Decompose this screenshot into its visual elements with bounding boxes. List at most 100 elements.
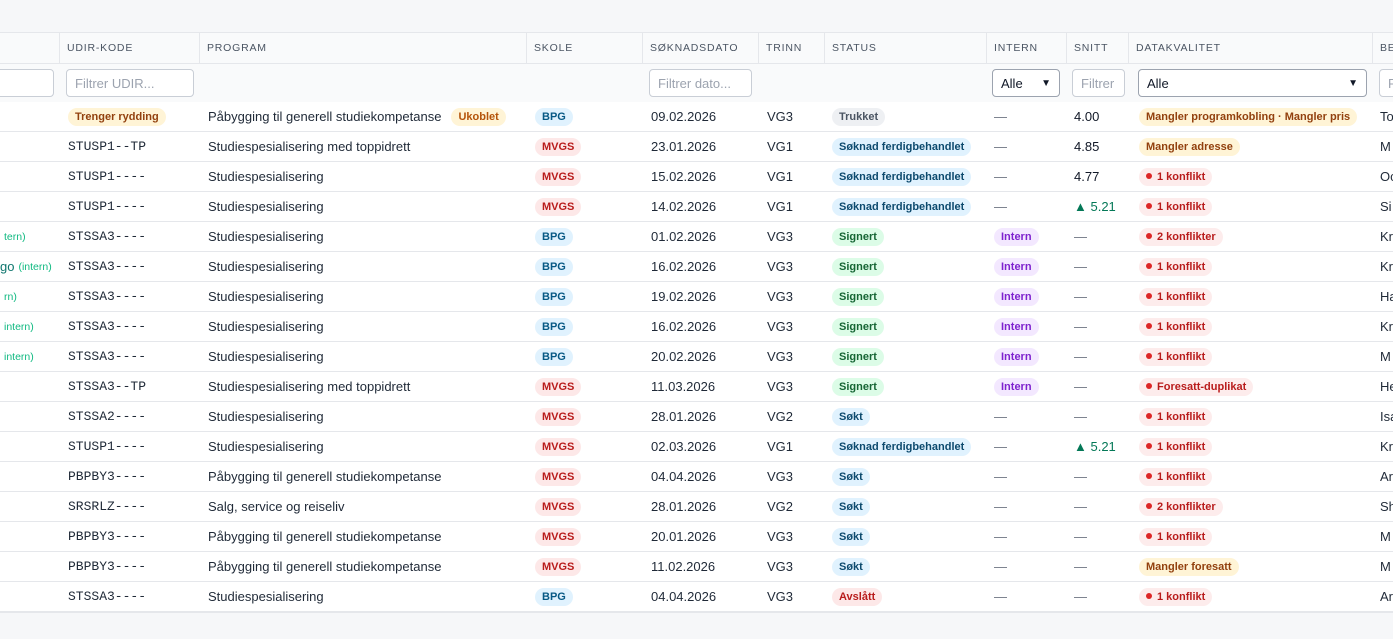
cell-name: intern) (0, 342, 59, 371)
grade-average: — (1074, 289, 1087, 304)
unlinked-badge: Ukoblet (451, 107, 506, 126)
program-name: Studiespesialisering med toppidrett (208, 139, 411, 154)
table-row[interactable]: STUSP1---- Studiespesialisering MVGS 02.03.… (0, 432, 1393, 462)
conflict-dot-icon (1146, 262, 1152, 269)
school-badge: MVGS (535, 197, 582, 216)
name-filter-input[interactable] (0, 69, 54, 97)
data-quality-text: Mangler foresatt (1146, 560, 1232, 573)
cell-udir-kode: PBPBY3---- (68, 462, 146, 491)
cell-datakvalitet: 1 konflikt (1139, 192, 1213, 221)
cell-udir-kode: STUSP1---- (68, 432, 146, 461)
data-quality-badge: 1 konflikt (1139, 257, 1213, 276)
header-name-truncated[interactable] (0, 33, 59, 63)
table-row[interactable]: intern) STSSA3---- Studiespesialisering BPG… (0, 342, 1393, 372)
header-truncated-right[interactable]: BE (1372, 33, 1393, 63)
date-filter-input[interactable] (649, 69, 752, 97)
cell-udir-kode: STUSP1---- (68, 162, 146, 191)
cell-status: Søkt (832, 552, 870, 581)
header-intern[interactable]: INTERN (986, 33, 1066, 63)
udir-code: STUSP1---- (68, 169, 147, 184)
conflict-dot-icon (1146, 442, 1152, 449)
table-row[interactable]: STSSA2---- Studiespesialisering MVGS 28.01.… (0, 402, 1393, 432)
table-row[interactable]: Trenger rydding Påbygging til generell st… (0, 102, 1393, 132)
cell-datakvalitet: Foresatt-duplikat (1139, 372, 1254, 401)
conflict-dot-icon (1146, 412, 1152, 419)
table-row[interactable]: STUSP1---- Studiespesialisering MVGS 14.02.… (0, 192, 1393, 222)
udir-code: STSSA3---- (68, 319, 147, 334)
school-badge: BPG (535, 317, 573, 336)
cell-datakvalitet: 1 konflikt (1139, 522, 1213, 551)
cell-snitt: 4.00 (1074, 102, 1099, 131)
cell-name (0, 132, 59, 161)
cell-skole: MVGS (535, 522, 582, 551)
cell-status: Søkt (832, 402, 870, 431)
truncated-filter-input[interactable] (1379, 69, 1393, 97)
empty-dash: — (994, 589, 1007, 604)
cell-udir-kode: SRSRLZ---- (68, 492, 146, 521)
cell-udir-kode: STSSA3---- (68, 252, 146, 281)
data-quality-text: 1 konflikt (1157, 200, 1206, 213)
udir-code: STUSP1---- (68, 199, 147, 214)
datakvalitet-filter-select[interactable]: Alle ▼ (1138, 69, 1367, 97)
intern-badge: Intern (994, 317, 1039, 336)
cell-truncated-right: Sh (1380, 499, 1393, 514)
cell-snitt: — (1074, 402, 1087, 431)
data-quality-badge: 1 konflikt (1139, 527, 1213, 546)
cell-program: Påbygging til generell studiekompetanse (208, 552, 441, 581)
cell-trinn: VG2 (767, 409, 794, 424)
udir-code: PBPBY3---- (68, 469, 147, 484)
intern-filter-select[interactable]: Alle ▼ (992, 69, 1060, 97)
cell-truncated-right: M (1380, 559, 1391, 574)
table-row[interactable]: PBPBY3---- Påbygging til generell studiek… (0, 552, 1393, 582)
table-row[interactable]: STSSA3---- Studiespesialisering BPG 04.04.2… (0, 582, 1393, 612)
cell-intern: — (994, 462, 1007, 491)
cell-intern: — (994, 522, 1007, 551)
header-udir-kode[interactable]: UDIR-KODE (59, 33, 199, 63)
status-badge: Signert (832, 347, 884, 366)
header-trinn[interactable]: TRINN (758, 33, 824, 63)
header-program[interactable]: PROGRAM (199, 33, 526, 63)
table-row[interactable]: STSSA3--TP Studiespesialisering med toppi… (0, 372, 1393, 402)
udir-code: SRSRLZ---- (68, 499, 147, 514)
header-snitt[interactable]: SNITT (1066, 33, 1128, 63)
header-datakvalitet[interactable]: DATAKVALITET (1128, 33, 1372, 63)
snitt-filter-input[interactable] (1072, 69, 1125, 97)
data-quality-badge: 1 konflikt (1139, 347, 1213, 366)
cell-datakvalitet: Mangler adresse (1139, 132, 1240, 161)
cell-intern: Intern (994, 282, 1039, 311)
cell-soknadsdato: 14.02.2026 (651, 199, 717, 214)
udir-filter-input[interactable] (66, 69, 194, 97)
cell-intern: — (994, 492, 1007, 521)
table-row[interactable]: STUSP1--TP Studiespesialisering med toppi… (0, 132, 1393, 162)
header-status[interactable]: STATUS (824, 33, 986, 63)
table-row[interactable]: STUSP1---- Studiespesialisering MVGS 15.02.… (0, 162, 1393, 192)
table-row[interactable]: rn) STSSA3---- Studiespesialisering BPG 19.0… (0, 282, 1393, 312)
intern-badge: Intern (994, 347, 1039, 366)
table-row[interactable]: SRSRLZ---- Salg, service og reiseliv MVGS 2… (0, 492, 1393, 522)
student-name: go (0, 259, 15, 274)
status-badge: Søknad ferdigbehandlet (832, 167, 972, 186)
empty-dash: — (994, 469, 1007, 484)
table-row[interactable]: tern) STSSA3---- Studiespesialisering BPG 01… (0, 222, 1393, 252)
table-row[interactable]: intern) STSSA3---- Studiespesialisering BPG… (0, 312, 1393, 342)
cell-skole: MVGS (535, 462, 582, 491)
data-quality-text: 1 konflikt (1157, 290, 1206, 303)
conflict-dot-icon (1146, 232, 1152, 239)
header-soknadsdato[interactable]: SØKNADSDATO (642, 33, 758, 63)
table-row[interactable]: PBPBY3---- Påbygging til generell studiek… (0, 462, 1393, 492)
cell-trinn: VG1 (767, 439, 794, 454)
grade-average-up: ▲ 5.21 (1074, 439, 1116, 454)
cell-truncated-right: Oc (1380, 169, 1393, 184)
table-row[interactable]: go (intern) STSSA3---- Studiespesialisering… (0, 252, 1393, 282)
program-name: Påbygging til generell studiekompetanse (208, 529, 442, 544)
cell-status: Søkt (832, 522, 870, 551)
cell-name (0, 522, 59, 551)
program-name: Studiespesialisering (208, 319, 324, 334)
empty-dash: — (994, 169, 1007, 184)
data-quality-text: 1 konflikt (1157, 170, 1206, 183)
table-row[interactable]: PBPBY3---- Påbygging til generell studiek… (0, 522, 1393, 552)
cell-name (0, 492, 59, 521)
udir-code: PBPBY3---- (68, 529, 147, 544)
cell-snitt: — (1074, 522, 1087, 551)
header-skole[interactable]: SKOLE (526, 33, 642, 63)
